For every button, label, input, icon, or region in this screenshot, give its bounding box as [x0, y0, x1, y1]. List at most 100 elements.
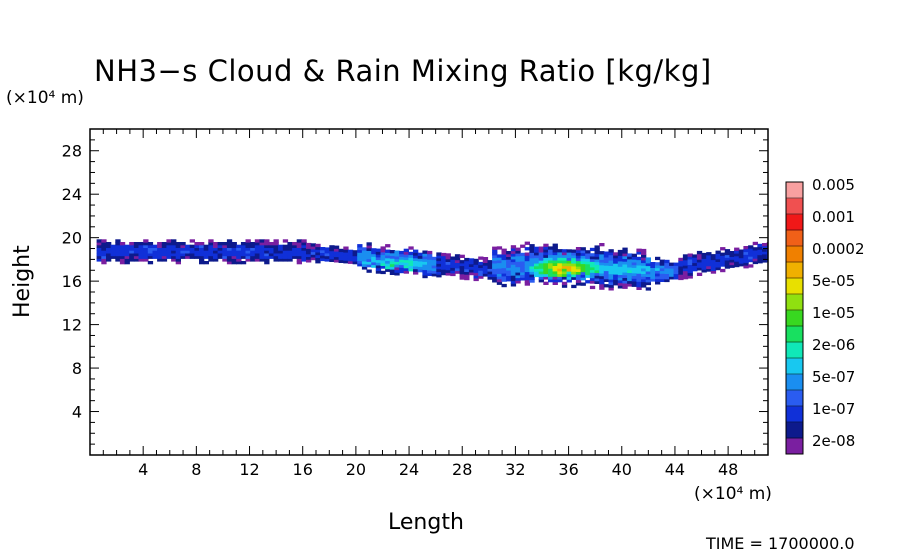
- cloud-cell: [464, 260, 470, 264]
- cloud-cell: [343, 260, 349, 264]
- cloud-cell: [427, 261, 433, 266]
- cloud-cell: [175, 261, 181, 265]
- cloud-cell: [459, 265, 465, 269]
- cloud-cell: [361, 250, 368, 254]
- cloud-cell: [720, 263, 726, 267]
- cloud-cell: [389, 266, 396, 270]
- cloud-cell: [380, 265, 386, 269]
- cloud-cell: [413, 271, 419, 275]
- cloud-cell: [557, 276, 563, 280]
- cloud-cell: [631, 283, 637, 287]
- cloud-cell: [366, 261, 372, 265]
- cloud-cell: [106, 242, 112, 246]
- cloud-cell: [366, 258, 372, 262]
- cloud-cell: [278, 247, 284, 251]
- cloud-cell: [748, 245, 754, 249]
- cloud-cell: [324, 252, 330, 257]
- cloud-cell: [194, 247, 200, 251]
- cloud-cell: [203, 250, 209, 254]
- cloud-cell: [613, 276, 619, 280]
- cloud-cell: [520, 277, 526, 281]
- cloud-cell: [571, 263, 577, 267]
- cloud-cell: [548, 262, 554, 266]
- cloud-cell: [529, 255, 535, 259]
- cloud-cell: [468, 258, 475, 262]
- cloud-cell: [622, 255, 628, 259]
- cloud-cell: [501, 259, 507, 263]
- cloud-cell: [682, 262, 689, 266]
- cloud-cell: [403, 256, 409, 261]
- cloud-cell: [594, 269, 600, 274]
- y-tick-label: 16: [62, 272, 82, 291]
- cloud-cell: [622, 247, 628, 251]
- cloud-cell: [510, 272, 517, 276]
- cloud-cell: [534, 252, 540, 256]
- cloud-cell: [441, 271, 447, 276]
- cloud-cell: [287, 252, 293, 257]
- cloud-cell: [520, 252, 526, 257]
- cloud-cell: [529, 263, 535, 267]
- cloud-cell: [147, 247, 154, 251]
- cloud-cell: [552, 262, 558, 266]
- cloud-cell: [571, 276, 577, 280]
- cloud-cell: [296, 255, 302, 259]
- cloud-cell: [333, 251, 340, 255]
- cloud-cell: [701, 263, 707, 267]
- cloud-cell: [143, 258, 149, 262]
- cloud-cell: [310, 243, 316, 247]
- cloud-cell: [534, 257, 540, 261]
- cloud-cell: [129, 250, 135, 254]
- cloud-cell: [287, 250, 293, 254]
- cloud-cell: [450, 267, 456, 271]
- cloud-cell: [538, 246, 544, 250]
- x-tick-label: 16: [293, 460, 313, 479]
- cloud-cell: [301, 255, 307, 259]
- cloud-cell: [380, 260, 386, 264]
- cloud-cell: [459, 276, 465, 280]
- cloud-cell: [678, 265, 684, 270]
- cloud-cell: [217, 250, 223, 254]
- cloud-cell: [501, 251, 507, 255]
- cloud-cell: [124, 250, 130, 254]
- cloud-cell: [557, 279, 563, 283]
- cloud-cell: [213, 258, 219, 262]
- cloud-cell: [580, 274, 586, 278]
- cloud-cell: [752, 260, 758, 265]
- cloud-cell: [496, 246, 503, 250]
- colorbar-label: 1e-05: [812, 304, 855, 322]
- cloud-cell: [603, 262, 610, 266]
- cloud-cell: [617, 277, 624, 281]
- cloud-cell: [641, 270, 647, 274]
- cloud-cell: [161, 242, 168, 246]
- cloud-cell: [613, 271, 619, 275]
- cloud-cell: [566, 271, 572, 275]
- cloud-cell: [394, 266, 400, 271]
- cloud-cell: [529, 249, 535, 253]
- cloud-cell: [143, 255, 149, 259]
- cloud-cell: [515, 280, 521, 284]
- cloud-cell: [264, 258, 270, 262]
- cloud-cell: [366, 269, 372, 273]
- cloud-cell: [129, 255, 135, 259]
- cloud-cell: [617, 274, 624, 278]
- cloud-cell: [506, 261, 512, 266]
- cloud-cell: [459, 254, 465, 258]
- cloud-cell: [240, 255, 247, 259]
- cloud-cell: [548, 254, 554, 258]
- cloud-cell: [701, 258, 707, 262]
- cloud-cell: [268, 242, 275, 246]
- cloud-cell: [515, 261, 521, 265]
- cloud-cell: [729, 253, 735, 257]
- cloud-cell: [557, 262, 563, 266]
- cloud-cell: [515, 266, 521, 270]
- cloud-cell: [506, 251, 512, 255]
- cloud-cell: [478, 256, 484, 260]
- cloud-cell: [459, 273, 465, 277]
- cloud-cell: [585, 258, 591, 262]
- cloud-cell: [436, 266, 442, 270]
- cloud-cell: [287, 255, 293, 259]
- cloud-cell: [343, 246, 349, 250]
- cloud-cell: [696, 267, 703, 271]
- cloud-cell: [189, 250, 195, 254]
- cloud-cell: [524, 274, 530, 278]
